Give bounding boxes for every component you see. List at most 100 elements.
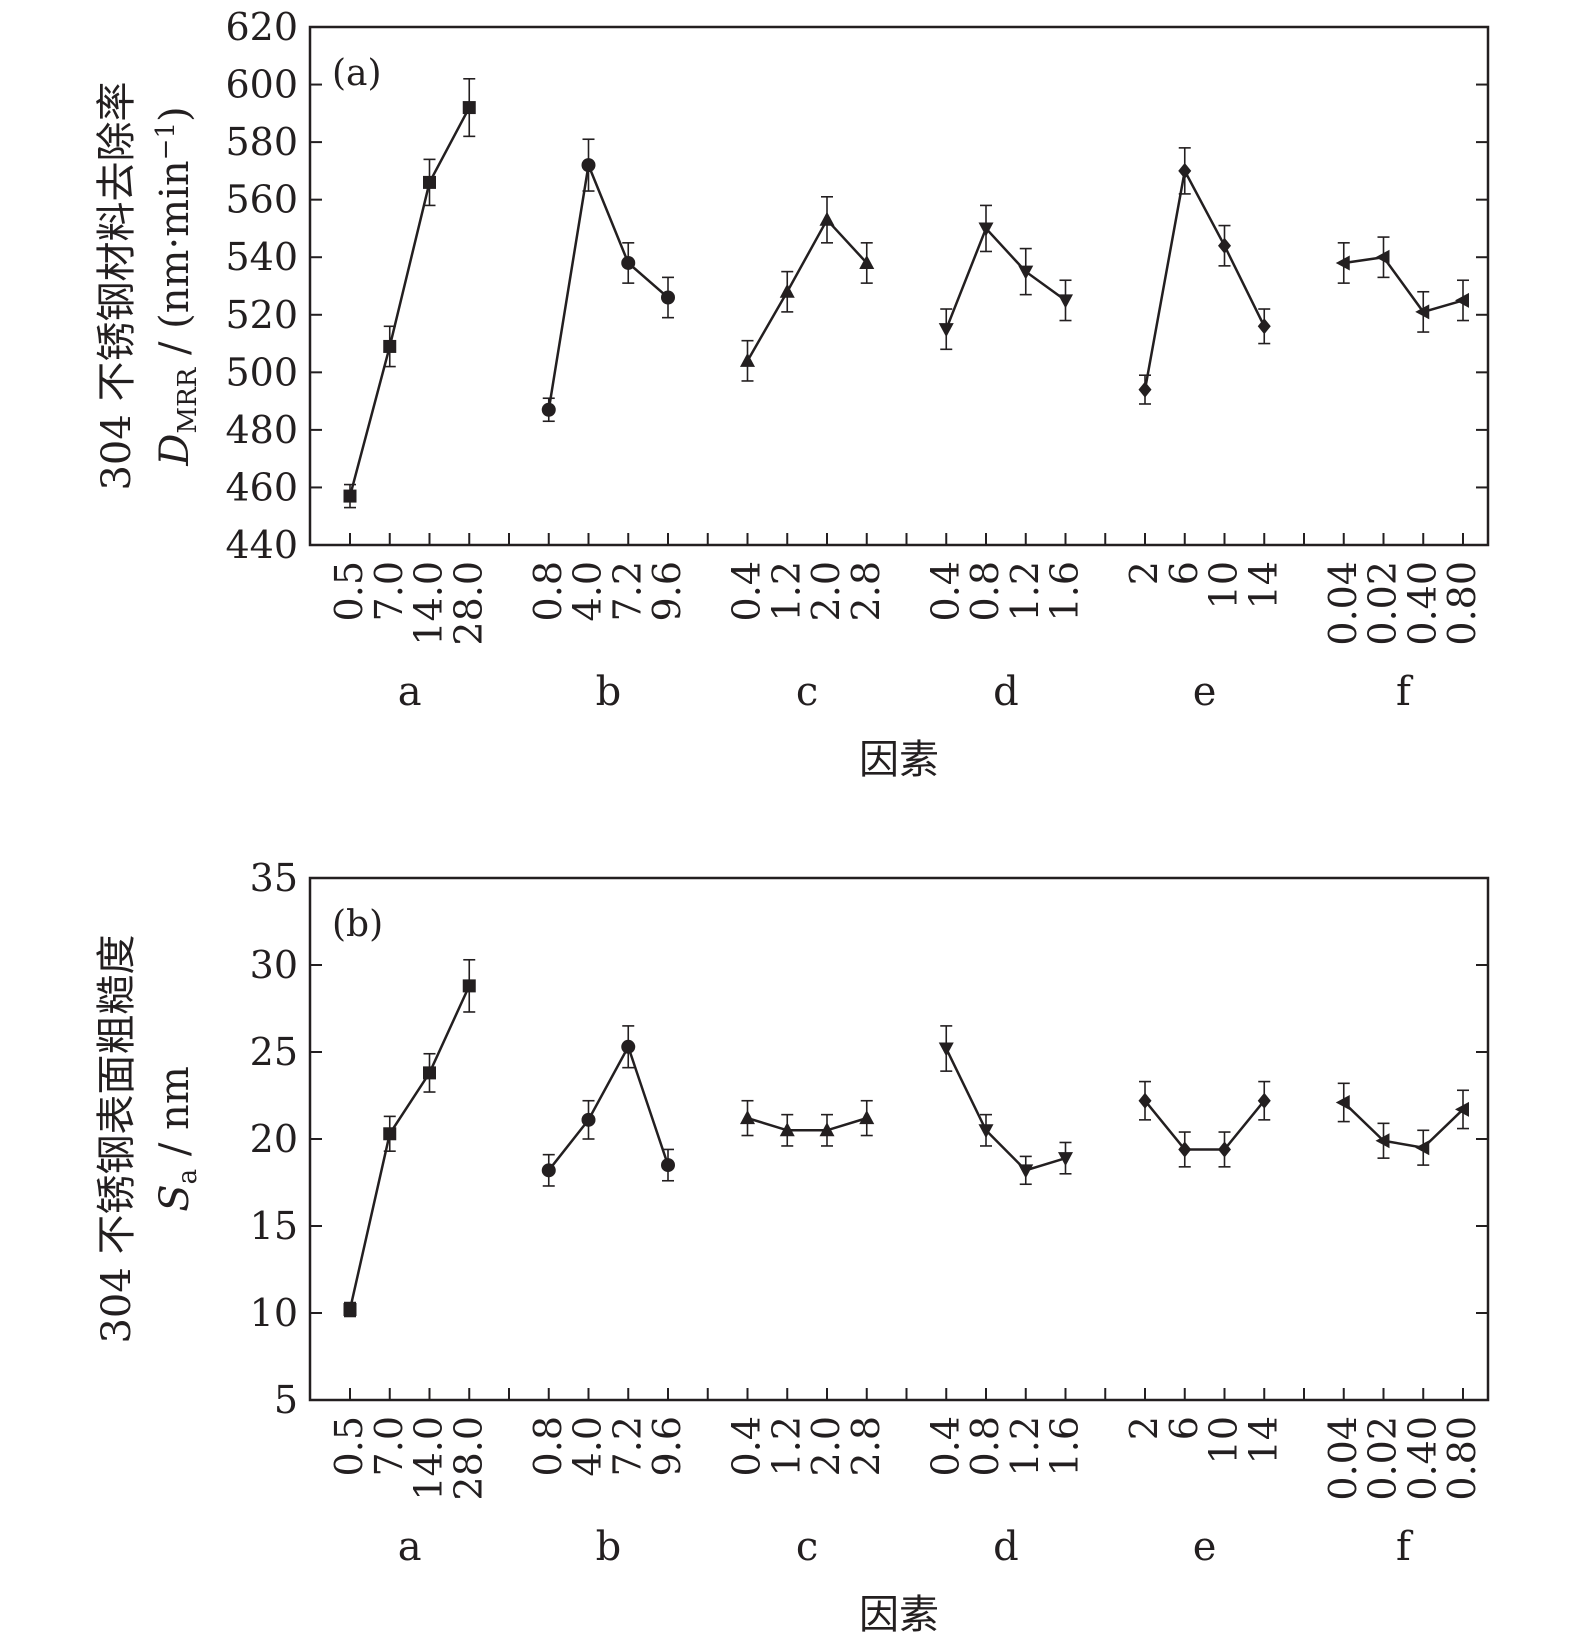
panel-a-b-point xyxy=(581,158,596,173)
panel-a-level-label: 1.6 xyxy=(1043,561,1087,621)
panel-b-f-point xyxy=(1335,1094,1350,1110)
panel-a-y-axis-unit: DMRR / (nm·min−1) xyxy=(151,106,203,466)
panel-b-factor-label: e xyxy=(1193,1524,1217,1570)
panel-b-y-symbol-subscript: a xyxy=(173,1169,203,1185)
panel-b-level-label: 0.02 xyxy=(1361,1416,1405,1501)
panel-a-b-point xyxy=(621,255,636,270)
panel-a-e-point xyxy=(1138,381,1152,398)
panel-b-level-label: 1.2 xyxy=(764,1416,808,1476)
panel-a-f-point xyxy=(1455,292,1469,308)
panel-a-level-label: 0.4 xyxy=(725,561,769,621)
panel-a-series-f-line xyxy=(1343,255,1464,314)
panel-a-level-label: 7.2 xyxy=(605,561,649,621)
panel-b-level-label: 14 xyxy=(1241,1416,1285,1464)
panel-a-level-label: 0.80 xyxy=(1440,561,1484,646)
panel-a-y-unit-close: ) xyxy=(152,106,198,122)
panel-b-e-point xyxy=(1138,1092,1152,1109)
panel-a-level-label: 0.4 xyxy=(923,561,967,621)
panel-a-factor-label: d xyxy=(993,669,1019,715)
panel-b-chart: 5101520253035(b)0.57.014.028.0a0.84.07.2… xyxy=(94,856,1490,1638)
panel-b-level-label: 7.2 xyxy=(605,1416,649,1476)
panel-b-factor-label: a xyxy=(398,1524,422,1570)
panel-a-y-symbol-subscript: MRR xyxy=(173,366,203,433)
panel-b-plot-frame xyxy=(308,876,1490,1402)
panel-a-y-symbol: D xyxy=(152,434,198,467)
panel-b-factor-label: d xyxy=(993,1524,1019,1570)
panel-b-y-unit-text: / nm xyxy=(152,1066,198,1169)
panel-a-y-tick-label: 540 xyxy=(225,235,298,279)
panel-b-level-label: 1.6 xyxy=(1043,1416,1087,1476)
panel-b-a-point xyxy=(462,979,476,993)
panel-a-plot-frame xyxy=(308,25,1490,547)
panel-a-x-axis-title: 因素 xyxy=(859,737,939,783)
panel-b-y-tick-label: 35 xyxy=(250,856,298,900)
panel-b-d-point xyxy=(938,1042,954,1057)
panel-a-level-label: 1.2 xyxy=(764,561,808,621)
panel-a-d-point xyxy=(938,323,954,338)
panel-a-c-point xyxy=(859,254,875,269)
panel-a-y-tick-label: 520 xyxy=(225,293,298,337)
panel-a-y-tick-label: 480 xyxy=(225,408,298,452)
panel-b-series-f-line xyxy=(1342,1101,1464,1150)
panel-b-d-point xyxy=(1018,1164,1034,1179)
panel-a-y-unit-superscript: −1 xyxy=(151,122,181,160)
panel-b-factor-label: b xyxy=(596,1524,622,1570)
panel-a-level-label: 28.0 xyxy=(446,561,490,646)
panel-a-factor-label: a xyxy=(398,669,422,715)
panel-a-a-point xyxy=(383,339,397,353)
panel-b-b-point xyxy=(661,1158,675,1173)
panel-a-a-point xyxy=(462,101,476,115)
panel-b-level-label: 9.6 xyxy=(645,1416,689,1476)
panel-a-f-point xyxy=(1415,304,1430,320)
panel-a-level-label: 2.0 xyxy=(804,561,848,621)
panel-a-level-label: 0.02 xyxy=(1361,561,1405,646)
panel-a-factor-label: b xyxy=(596,669,622,715)
panel-a-level-label: 0.5 xyxy=(327,561,371,621)
panel-a-panel-label: (a) xyxy=(332,53,382,94)
panel-b-x-axis-title: 因素 xyxy=(859,1592,939,1638)
panel-a-y-tick-label: 560 xyxy=(225,178,298,222)
panel-b-level-label: 2 xyxy=(1122,1416,1166,1440)
panel-a-c-point xyxy=(819,211,835,226)
panel-a-b-point xyxy=(541,402,556,417)
panel-b-level-label: 2.0 xyxy=(804,1416,848,1476)
panel-b-b-point xyxy=(581,1112,596,1127)
panel-b-y-tick-label: 25 xyxy=(250,1030,298,1074)
panel-b-level-label: 28.0 xyxy=(446,1416,490,1501)
panel-b-c-point xyxy=(859,1110,875,1125)
panel-b-panel-label: (b) xyxy=(332,904,383,945)
panel-b-series-d-line xyxy=(945,1047,1066,1172)
panel-b-f-point xyxy=(1375,1133,1390,1149)
panel-a-level-label: 0.8 xyxy=(526,561,570,621)
panel-a-level-label: 6 xyxy=(1162,561,1206,585)
panel-b-y-symbol: S xyxy=(152,1184,198,1211)
panel-a-chart: 440460480500520540560580600620(a)0.57.01… xyxy=(94,5,1490,783)
panel-a-c-point xyxy=(740,352,755,367)
panel-a-y-tick-label: 600 xyxy=(225,63,298,107)
panel-b-d-point xyxy=(978,1124,994,1139)
panel-a-y-axis-title: 304 不锈钢材料去除率 xyxy=(94,81,140,490)
panel-a-d-point xyxy=(1018,265,1034,280)
panel-a-level-label: 2 xyxy=(1122,561,1166,585)
panel-a-level-label: 0.8 xyxy=(963,561,1007,621)
panel-a-c-point xyxy=(779,283,795,298)
panel-a-f-point xyxy=(1335,255,1350,271)
panel-b-series-e-line xyxy=(1144,1099,1266,1151)
panel-a-level-label: 0.04 xyxy=(1321,561,1365,646)
panel-b-d-point xyxy=(1058,1152,1073,1167)
panel-b-f-point xyxy=(1455,1101,1469,1117)
panel-a-d-point xyxy=(1058,294,1073,309)
panel-b-series-c-line xyxy=(747,1116,868,1132)
panel-a-a-point xyxy=(423,175,436,189)
panel-b-b-point xyxy=(541,1163,556,1178)
panel-a-factor-label: e xyxy=(1193,669,1217,715)
panel-a-level-label: 9.6 xyxy=(645,561,689,621)
panel-a-series-e-line xyxy=(1143,167,1266,390)
panel-a-b-point xyxy=(661,290,675,305)
panel-a-level-label: 10 xyxy=(1202,561,1246,609)
panel-a-series-b-line xyxy=(547,160,669,410)
panel-b-a-point xyxy=(343,1303,357,1317)
panel-b-level-label: 0.80 xyxy=(1440,1416,1484,1501)
panel-b-c-point xyxy=(740,1110,755,1125)
